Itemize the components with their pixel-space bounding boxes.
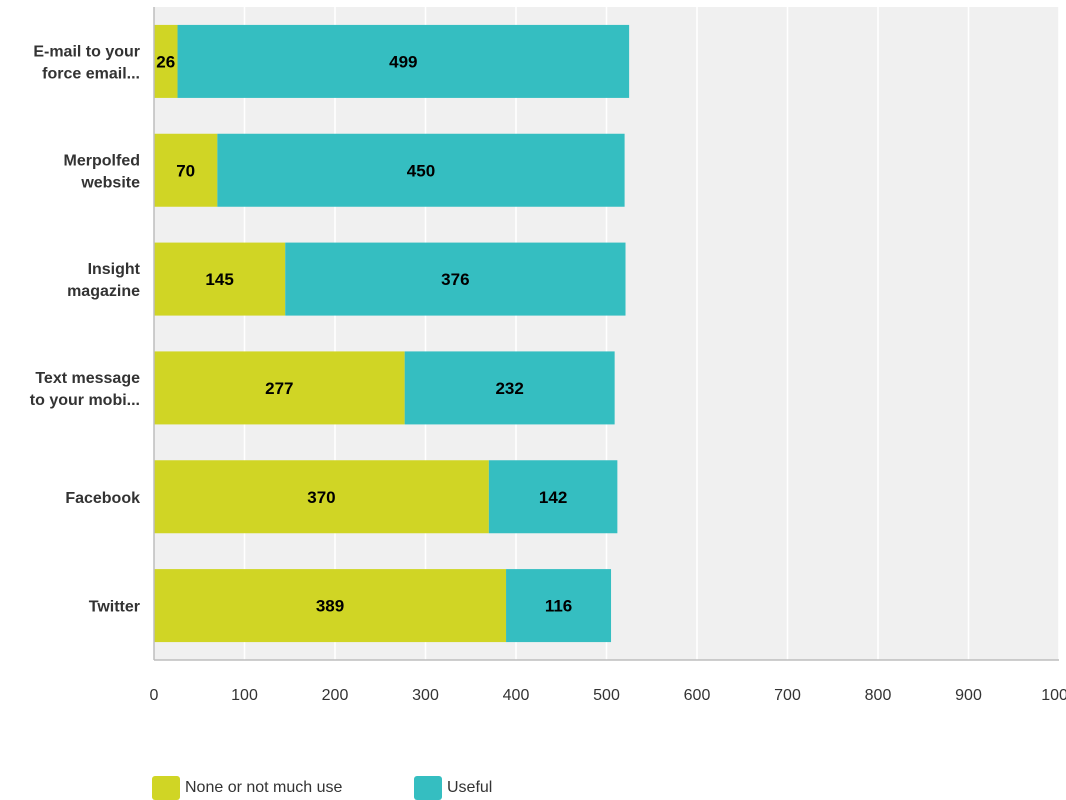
tick-labels: 0 100 200 300 400 500 600 700 800 900 1000 (150, 687, 1066, 704)
x-tick-label: 0 (150, 687, 159, 704)
bar-segment (506, 569, 612, 643)
x-tick-label: 600 (684, 687, 711, 704)
grid-lines (243, 7, 1060, 660)
category-label: Text message to your mobi... (30, 370, 140, 409)
axes (153, 7, 1059, 661)
x-tick-label: 800 (865, 687, 892, 704)
bar-segment (488, 460, 618, 534)
x-tick-label: 200 (322, 687, 349, 704)
x-tick-label: 900 (955, 687, 982, 704)
data-label: 26 (156, 52, 175, 71)
bar-segment (154, 242, 286, 316)
category-label: Merpolfed website (64, 152, 141, 191)
legend-swatch (152, 776, 180, 800)
data-label: 277 (265, 379, 293, 398)
data-label: 450 (407, 161, 435, 180)
bar-segment (154, 460, 489, 534)
bar-segment (154, 24, 178, 98)
data-label: 142 (539, 488, 567, 507)
x-tick-label: 500 (593, 687, 620, 704)
bar-segment (154, 351, 405, 425)
data-label: 389 (316, 597, 344, 616)
bar-segment (404, 351, 615, 425)
data-label: 145 (205, 270, 233, 289)
bars: 26 499 70 450 145 376 277 232 370 142 389 116 (154, 24, 630, 643)
category-label: Twitter (89, 599, 140, 616)
x-tick-label: 400 (503, 687, 530, 704)
x-tick-label: 100 (231, 687, 258, 704)
data-label: 70 (176, 161, 195, 180)
legend-label: None or not much use (185, 779, 343, 796)
data-label: 232 (495, 379, 523, 398)
x-tick-label: 300 (412, 687, 439, 704)
bar-segment (154, 569, 507, 643)
category-label: Insight magazine (67, 261, 141, 300)
data-label: 116 (545, 597, 572, 616)
legend-swatch (414, 776, 442, 800)
bar-segment (177, 24, 630, 98)
data-label: 370 (307, 488, 335, 507)
bar-segment (285, 242, 626, 316)
legend-label: Useful (447, 779, 492, 796)
bar-segment (154, 133, 218, 207)
bar-segment (217, 133, 625, 207)
category-label: Facebook (65, 490, 140, 507)
data-label: 499 (389, 52, 417, 71)
legend: None or not much use Useful (152, 776, 492, 800)
x-tick-label: 1000 (1041, 687, 1066, 704)
category-label: E-mail to your force email... (33, 43, 140, 82)
data-label: 376 (441, 270, 469, 289)
x-tick-label: 700 (774, 687, 801, 704)
category-labels: E-mail to your force email... Merpolfed web… (30, 43, 141, 615)
